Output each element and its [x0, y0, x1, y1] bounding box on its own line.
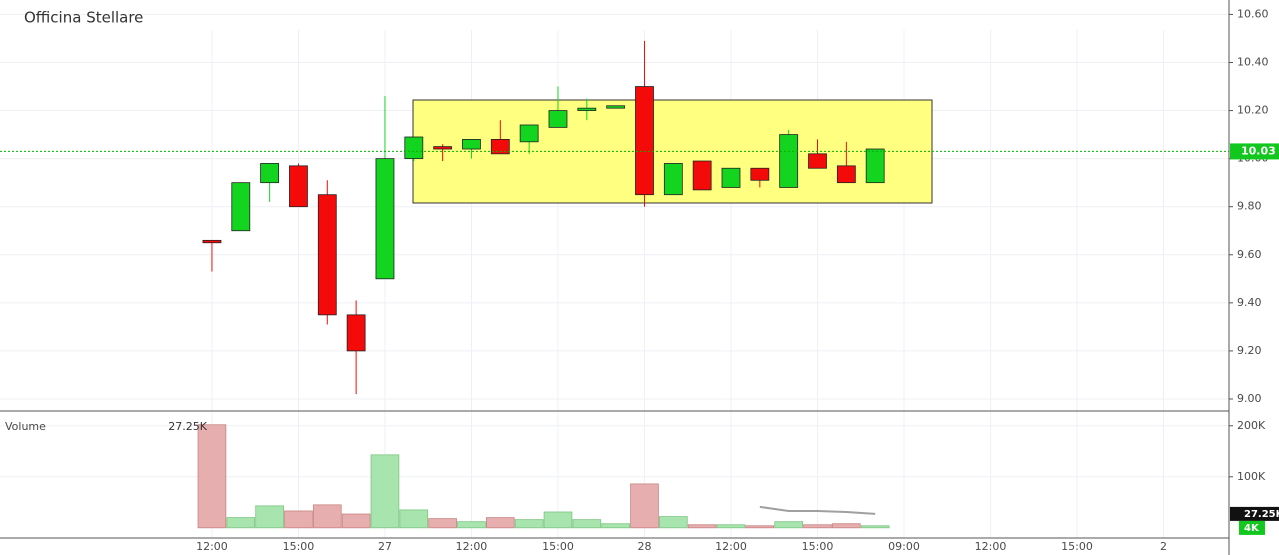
last-volume-box	[1239, 520, 1265, 535]
y-tick-label: 10.40	[1237, 55, 1269, 68]
x-tick-label: 12:00	[715, 540, 747, 553]
y-tick-label: 9.60	[1237, 248, 1262, 261]
candle-body	[375, 158, 395, 280]
y-tick-label: 10.20	[1237, 104, 1269, 117]
y-tick-label: 9.20	[1237, 344, 1262, 357]
volume-bar	[457, 521, 486, 529]
candle-body	[548, 110, 568, 128]
last-volume-label: 4K	[1244, 523, 1260, 534]
volume-bar	[312, 504, 342, 529]
volume-bar	[341, 513, 371, 529]
y-tick-label: 10.60	[1237, 7, 1269, 20]
volume-bar	[659, 516, 688, 529]
candle-body	[231, 182, 251, 232]
volume-bar	[803, 524, 832, 529]
volume-bar	[485, 517, 515, 529]
candle-body	[260, 163, 280, 184]
volume-bar	[630, 483, 659, 529]
candle-body	[606, 105, 626, 109]
volume-bar	[514, 519, 544, 529]
volume-bar	[197, 424, 227, 529]
candle-body	[462, 139, 481, 150]
volume-bar	[601, 523, 630, 529]
x-tick-label: 15:00	[283, 540, 315, 553]
volume-bar	[832, 523, 861, 529]
candle-body	[577, 107, 597, 111]
x-tick-label: 27	[378, 540, 392, 553]
labels: 12:00 15:00 27 12:00 15:00 28 12:00 15:00 09:00 1…	[168, 7, 1279, 553]
volume-bar	[428, 518, 457, 529]
volume-bar	[687, 524, 717, 529]
y-tick-label: 9.00	[1237, 392, 1262, 405]
candle-body	[836, 165, 856, 184]
x-tick-label: 28	[637, 540, 651, 553]
x-tick-label: 09:00	[888, 540, 920, 553]
volume-tick-label: 200K	[1237, 419, 1266, 432]
candle-body	[404, 136, 424, 160]
x-tick-label: 12:00	[456, 540, 488, 553]
y-tick-label: 9.40	[1237, 296, 1262, 309]
marks	[0, 40, 1229, 529]
candle-body	[750, 167, 770, 181]
volume-ma-axis-label: 27.25K	[1244, 509, 1279, 520]
volume-bar	[774, 521, 803, 529]
volume-title: Volume	[5, 420, 46, 433]
x-tick-label: 15:00	[542, 540, 574, 553]
candle-body	[346, 314, 366, 352]
candle-body	[289, 165, 308, 208]
candle-body	[721, 167, 741, 188]
candle-body	[317, 194, 337, 316]
volume-bar	[255, 505, 284, 529]
volume-bar	[284, 510, 313, 529]
last-price-label: 10.03	[1241, 144, 1276, 157]
volume-bar	[370, 454, 400, 529]
candle-body	[779, 134, 799, 188]
candle-body	[433, 146, 453, 150]
volume-ma-line	[759, 505, 876, 515]
x-tick-label: 12:00	[196, 540, 228, 553]
y-tick-label: 9.80	[1237, 200, 1262, 213]
x-tick-label: 15:00	[1061, 540, 1093, 553]
volume-bar	[226, 517, 256, 529]
x-tick-label: 15:00	[802, 540, 834, 553]
candle-body	[202, 239, 222, 244]
candle-body	[808, 153, 827, 169]
x-tick-label: 12:00	[975, 540, 1007, 553]
volume-bar	[860, 525, 890, 529]
x-tick-label: 2	[1160, 540, 1167, 553]
volume-bar	[745, 525, 775, 529]
volume-ma-box	[1230, 506, 1279, 521]
candle-body	[865, 148, 885, 184]
volume-bar	[572, 519, 602, 529]
volume-tick-label: 100K	[1237, 470, 1266, 483]
volume-bar	[543, 511, 573, 529]
candle-body	[490, 139, 510, 155]
volume-bar	[716, 524, 746, 529]
candle-body	[663, 163, 683, 196]
candle-body	[519, 124, 539, 143]
candle-body	[692, 160, 712, 191]
volume-bar	[399, 509, 429, 529]
candle-body	[635, 86, 654, 196]
volume-ma-value: 27.25K	[168, 420, 207, 433]
chart-title: Officina Stellare	[24, 9, 143, 27]
last-price-box	[1230, 143, 1279, 160]
